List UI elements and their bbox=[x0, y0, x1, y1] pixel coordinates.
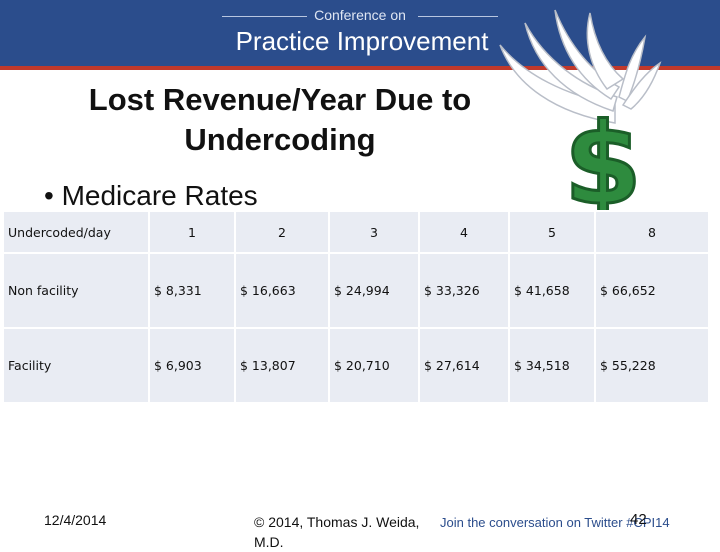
slide-title-line2: Undercoding bbox=[184, 122, 376, 157]
table-cell: 5 bbox=[510, 212, 594, 252]
banner-subtitle: Conference on bbox=[314, 7, 406, 23]
table-cell: $ 34,518 bbox=[510, 329, 594, 402]
winged-dollar-icon: $ bbox=[499, 9, 662, 210]
table-cell: $ 41,658 bbox=[510, 254, 594, 327]
table-cell: 4 bbox=[420, 212, 508, 252]
table-cell: $ 6,903 bbox=[150, 329, 234, 402]
table-cell: Non facility bbox=[4, 254, 148, 327]
table-cell: $ 20,710 bbox=[330, 329, 418, 402]
table-cell: $ 33,326 bbox=[420, 254, 508, 327]
slide-title: Lost Revenue/Year Due to Undercoding bbox=[30, 80, 530, 160]
table-cell: $ 8,331 bbox=[150, 254, 234, 327]
table-cell: 8 bbox=[596, 212, 708, 252]
table-cell: $ 24,994 bbox=[330, 254, 418, 327]
table-cell: 2 bbox=[236, 212, 328, 252]
page-number: 42 bbox=[630, 511, 647, 528]
lost-revenue-table: Undercoded/day 1 2 3 4 5 8 Non facility … bbox=[2, 210, 710, 404]
banner-rule-right bbox=[418, 16, 498, 17]
footer-copyright: © 2014, Thomas J. Weida, M.D. bbox=[254, 514, 420, 550]
table-cell: $ 66,652 bbox=[596, 254, 708, 327]
dollar-sign-glyph: $ bbox=[564, 100, 642, 210]
table-cell: Undercoded/day bbox=[4, 212, 148, 252]
footer-twitter-text: Join the conversation on Twitter #CPI14 bbox=[440, 515, 670, 530]
footer-date: 12/4/2014 bbox=[44, 512, 107, 528]
slide-title-line1: Lost Revenue/Year Due to bbox=[88, 82, 472, 117]
conference-banner: Conference on Practice Improvement bbox=[0, 0, 720, 66]
table-row: Non facility $ 8,331 $ 16,663 $ 24,994 $… bbox=[4, 254, 708, 327]
table-cell: 1 bbox=[150, 212, 234, 252]
table-row: Facility $ 6,903 $ 13,807 $ 20,710 $ 27,… bbox=[4, 329, 708, 402]
table-cell: $ 16,663 bbox=[236, 254, 328, 327]
table-cell: $ 27,614 bbox=[420, 329, 508, 402]
table-cell: $ 55,228 bbox=[596, 329, 708, 402]
table-cell: Facility bbox=[4, 329, 148, 402]
banner-accent-line bbox=[0, 66, 720, 70]
table-cell: $ 13,807 bbox=[236, 329, 328, 402]
banner-rule-left bbox=[222, 16, 307, 17]
bullet-medicare-rates: • Medicare Rates bbox=[44, 180, 258, 211]
banner-title: Practice Improvement bbox=[235, 26, 489, 56]
table-cell: 3 bbox=[330, 212, 418, 252]
table-header-row: Undercoded/day 1 2 3 4 5 8 bbox=[4, 212, 708, 252]
